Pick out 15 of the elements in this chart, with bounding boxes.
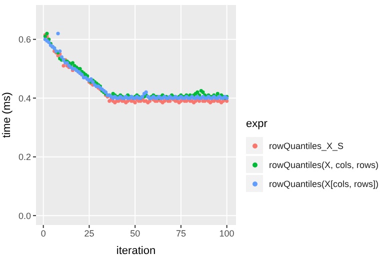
y-tick-label: 0.2 (18, 152, 31, 162)
x-tick-label: 25 (84, 228, 94, 238)
y-tick-label: 0.4 (18, 93, 31, 104)
x-tick-label: 50 (130, 228, 140, 238)
y-tick-label: 0.0 (18, 210, 31, 221)
x-tick-label: 0 (40, 228, 46, 238)
legend-label: rowQuantiles(X[cols, rows]) (269, 178, 379, 188)
x-tick-label: 75 (176, 228, 186, 238)
y-axis-title: time (ms) (0, 92, 13, 138)
legend-title: expr (246, 118, 268, 130)
legend-label: rowQuantiles_X_S (269, 140, 344, 150)
y-tick-label: 0.6 (18, 34, 31, 45)
x-tick-label: 100 (219, 228, 234, 238)
legend-label: rowQuantiles(X, cols, rows) (269, 160, 379, 170)
x-axis-title: iteration (116, 245, 156, 257)
